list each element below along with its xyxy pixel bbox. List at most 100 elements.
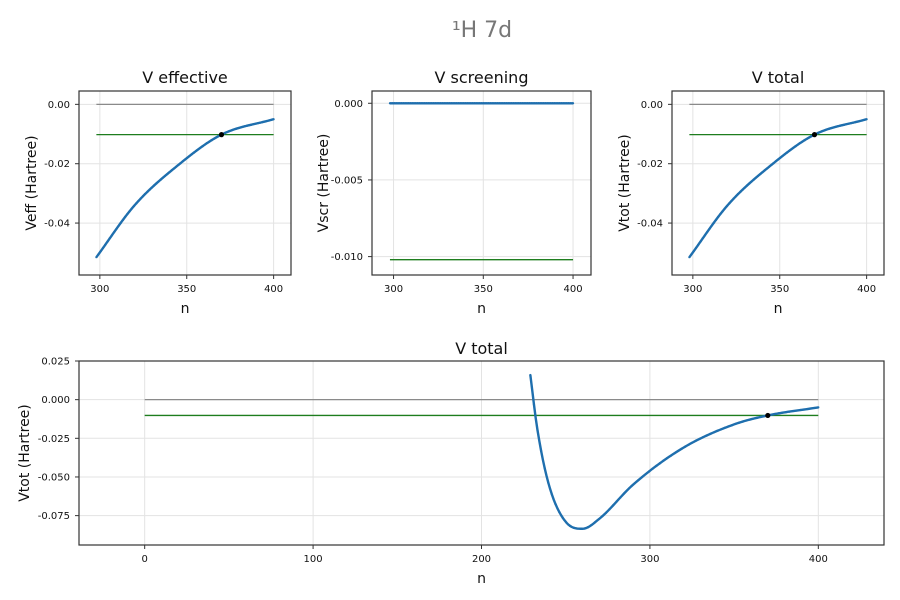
curve-point [802,408,806,411]
curve-point [738,421,741,424]
curve-point [512,102,515,105]
curve-point [666,457,669,460]
curve-point [748,418,752,421]
curve-point [157,180,160,183]
curve-point [150,186,153,189]
curve-point [443,102,446,105]
x-tick-label: 400 [857,284,876,295]
curve-point [832,126,835,129]
curve-point [688,256,691,259]
curve-point [533,102,536,105]
x-tick-label: 200 [472,554,491,565]
curve-point [446,102,449,105]
curve-point [99,249,102,253]
curve-point [263,120,266,123]
curve-point [770,413,773,416]
curve-point [217,135,220,138]
curve-point [117,224,120,228]
panel-veff: 300 350 400 0.00 -0.02 -0.04 V effective n Veff … [24,68,292,317]
curve-point [203,143,207,146]
y-tick-label: 0.00 [641,100,663,111]
curve-point [119,221,122,224]
y-tick-label: -0.02 [44,159,70,170]
curve-point [500,102,504,105]
curve-point [388,102,392,105]
curve-point [427,102,430,105]
x-tick-label: 300 [640,554,659,565]
curve-point [234,127,238,130]
curve-point [640,476,644,479]
curve-point [759,415,762,419]
curve-point [528,102,531,105]
curve-point [615,500,618,503]
curve-point [807,136,811,139]
curve-point [594,521,597,524]
energy-crossing-marker [218,132,225,138]
curve-point [827,127,831,130]
curve-point [788,410,791,413]
curve-point [597,518,600,521]
curve-point [612,504,615,507]
curve-point [648,470,651,473]
curve-point [551,102,554,105]
curve-point [395,102,398,105]
curve-point [452,102,456,105]
curve-point [210,139,213,142]
curve-point [459,102,463,105]
curve-point [821,130,824,133]
curve-point [743,186,746,189]
curve-point [232,128,235,131]
curve-point [190,153,193,156]
curve-point [265,119,269,123]
curve-point [542,102,545,105]
curve-point [393,102,396,105]
potential-curve [95,118,274,258]
y-tick-label: -0.04 [637,219,663,230]
curve-point [104,243,107,246]
curve-point [777,412,780,415]
curve-point [553,102,556,105]
curve-point [466,102,469,105]
curve-point [690,253,693,256]
curve-point [558,510,561,513]
curve-point [257,122,260,125]
x-tick-label: 350 [770,284,789,295]
curve-point [259,121,262,124]
curve-point [562,102,565,105]
curve-point [230,129,233,132]
curve-point [532,403,536,406]
curve-point [540,449,543,453]
curve-point [505,102,508,105]
curve-point [214,136,218,139]
curve-point [658,462,662,465]
curve-point [168,171,171,174]
curve-point [544,102,547,105]
curve-point [192,151,195,154]
curve-point [121,218,125,221]
curve-point [272,118,275,121]
curve-point [555,102,559,105]
curve-point [115,227,118,231]
x-tick-label: 400 [809,554,828,565]
curve-point [705,434,708,437]
curve-point [838,124,842,127]
curve-point [601,515,604,518]
curve-point [776,158,780,161]
curve-point [416,102,419,105]
curve-point [843,123,846,126]
curve-point [676,449,680,453]
curve-point [734,422,737,425]
curve-point [725,204,729,208]
curve-point [702,436,705,439]
curve-point [521,102,524,105]
curve-point [569,102,572,105]
x-tick-label: 100 [304,554,323,565]
curve-point [484,102,488,105]
curve-point [712,431,716,434]
curve-point [723,426,726,430]
panel-title: V screening [435,68,529,87]
curve-point [784,411,788,414]
curve-point [108,237,111,240]
curve-point [806,407,809,411]
curve-point [177,163,180,167]
